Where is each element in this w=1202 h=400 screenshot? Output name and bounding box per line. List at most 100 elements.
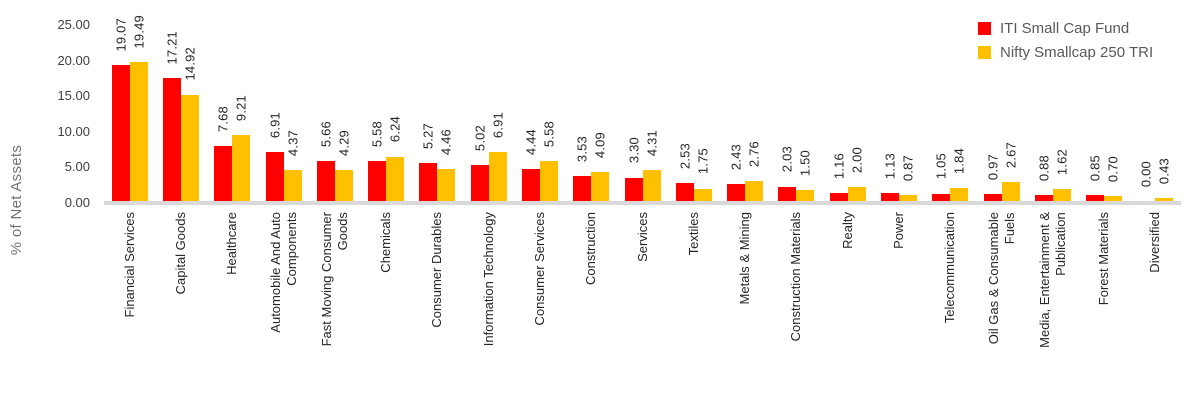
- category-label: Chemicals: [378, 212, 394, 273]
- legend-label: ITI Small Cap Fund: [1000, 19, 1130, 37]
- data-value-label: 1.16: [831, 152, 847, 179]
- legend-swatch-icon: [978, 21, 991, 35]
- data-value-label: 9.21: [233, 95, 249, 122]
- category-label: Consumer Services: [531, 212, 547, 326]
- legend-swatch-icon: [978, 45, 991, 59]
- category-label: Media, Entertainment & Publication: [1036, 212, 1068, 348]
- bar-benchmark-series: [1104, 196, 1123, 201]
- bar-fund-series: [368, 161, 387, 201]
- y-tick-label: 0.00: [64, 195, 90, 210]
- y-tick-label: 10.00: [57, 123, 90, 139]
- category-label: Information Technology: [480, 212, 496, 347]
- bar-fund-series: [778, 186, 797, 201]
- bar-fund-series: [111, 65, 130, 201]
- bar-fund-series: [675, 183, 694, 201]
- data-value-label: 5.27: [420, 123, 436, 150]
- data-value-label: 2.00: [849, 146, 865, 173]
- data-value-label: 19.07: [113, 17, 129, 52]
- data-value-label: 4.44: [523, 129, 539, 156]
- bar-fund-series: [880, 192, 899, 201]
- bar-fund-series: [265, 151, 284, 201]
- bar-fund-series: [727, 183, 746, 201]
- category-label: Oil Gas & Consumable Fuels: [985, 212, 1017, 345]
- bar-fund-series: [316, 160, 335, 201]
- category-label: Textiles: [685, 212, 701, 256]
- bar-benchmark-series: [591, 171, 610, 201]
- category-label: Services: [634, 212, 650, 262]
- data-value-label: 3.53: [574, 135, 590, 162]
- category-label: Forest Materials: [1096, 212, 1112, 306]
- bar-benchmark-series: [129, 62, 148, 201]
- data-value-label: 0.00: [1138, 160, 1154, 187]
- data-value-label: 4.09: [592, 131, 608, 158]
- x-axis-line: [104, 201, 1181, 205]
- data-value-label: 3.30: [626, 137, 641, 164]
- bar-benchmark-series: [539, 161, 558, 201]
- category-label: Automobile And Auto Components: [267, 212, 299, 333]
- data-value-label: 1.05: [933, 153, 949, 180]
- bar-benchmark-series: [745, 181, 764, 201]
- bar-fund-series: [1086, 194, 1105, 201]
- data-value-label: 0.97: [985, 153, 1000, 181]
- data-value-label: 2.03: [779, 146, 795, 173]
- bar-benchmark-series: [642, 170, 661, 201]
- category-label: Healthcare: [224, 212, 240, 275]
- bar-benchmark-series: [180, 94, 199, 201]
- category-label: Consumer Durables: [429, 212, 445, 328]
- y-tick-label: 25.00: [57, 17, 90, 32]
- category-label: Power: [890, 212, 906, 249]
- data-value-label: 6.91: [490, 111, 506, 138]
- category-label: Capital Goods: [172, 212, 188, 295]
- bar-fund-series: [983, 194, 1002, 201]
- data-value-label: 0.43: [1156, 157, 1172, 184]
- data-value-label: 6.24: [387, 116, 403, 143]
- data-value-label: 14.92: [182, 47, 198, 81]
- bar-fund-series: [932, 193, 951, 201]
- data-value-label: 4.29: [336, 130, 352, 157]
- bar-fund-series: [521, 169, 540, 201]
- y-axis-tick-labels: 0.00 5.00 10.00 15.00 20.00 25.00: [0, 0, 90, 400]
- bar-benchmark-series: [898, 194, 917, 201]
- bar-benchmark-series: [796, 190, 815, 201]
- bar-fund-series: [1034, 194, 1053, 201]
- legend-item: ITI Small Cap Fund: [978, 16, 1153, 40]
- data-value-label: 1.13: [882, 152, 898, 179]
- category-label: Construction Materials: [788, 212, 804, 342]
- data-value-label: 0.70: [1105, 155, 1121, 183]
- bar-benchmark-series: [693, 188, 712, 201]
- bar-benchmark-series: [437, 169, 456, 201]
- data-value-label: 2.67: [1003, 141, 1018, 168]
- legend-item: Nifty Smallcap 250 TRI: [978, 40, 1153, 64]
- bar-benchmark-series: [1052, 189, 1071, 201]
- data-value-label: 5.66: [318, 120, 334, 147]
- data-value-label: 1.62: [1054, 149, 1070, 176]
- data-value-label: 4.37: [285, 129, 300, 156]
- y-tick-label: 20.00: [57, 52, 90, 68]
- data-value-label: 1.84: [951, 147, 967, 174]
- bar-benchmark-series: [334, 170, 353, 201]
- data-value-label: 5.58: [369, 121, 385, 148]
- category-label: Telecommunication: [942, 212, 958, 324]
- bar-benchmark-series: [1001, 182, 1020, 201]
- data-value-label: 5.02: [472, 125, 488, 152]
- category-label: Metals & Mining: [737, 212, 753, 305]
- bar-benchmark-series: [847, 186, 866, 201]
- legend-label: Nifty Smallcap 250 TRI: [1000, 43, 1154, 61]
- data-value-label: 4.31: [644, 130, 659, 157]
- bar-fund-series: [470, 165, 489, 201]
- category-label: Realty: [839, 212, 855, 249]
- bar-benchmark-series: [1155, 197, 1174, 201]
- bar-benchmark-series: [283, 169, 302, 201]
- data-value-label: 1.75: [695, 148, 711, 175]
- data-value-label: 7.68: [215, 106, 231, 133]
- bar-fund-series: [829, 192, 848, 201]
- bar-benchmark-series: [488, 151, 507, 201]
- bar-fund-series: [214, 146, 233, 201]
- y-tick-label: 15.00: [57, 88, 90, 104]
- bar-benchmark-series: [232, 135, 251, 201]
- bar-fund-series: [624, 177, 643, 201]
- y-tick-label: 5.00: [64, 159, 90, 175]
- bar-fund-series: [573, 175, 592, 201]
